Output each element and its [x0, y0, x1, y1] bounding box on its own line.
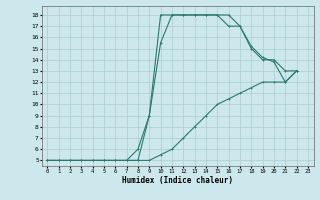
- X-axis label: Humidex (Indice chaleur): Humidex (Indice chaleur): [122, 176, 233, 185]
